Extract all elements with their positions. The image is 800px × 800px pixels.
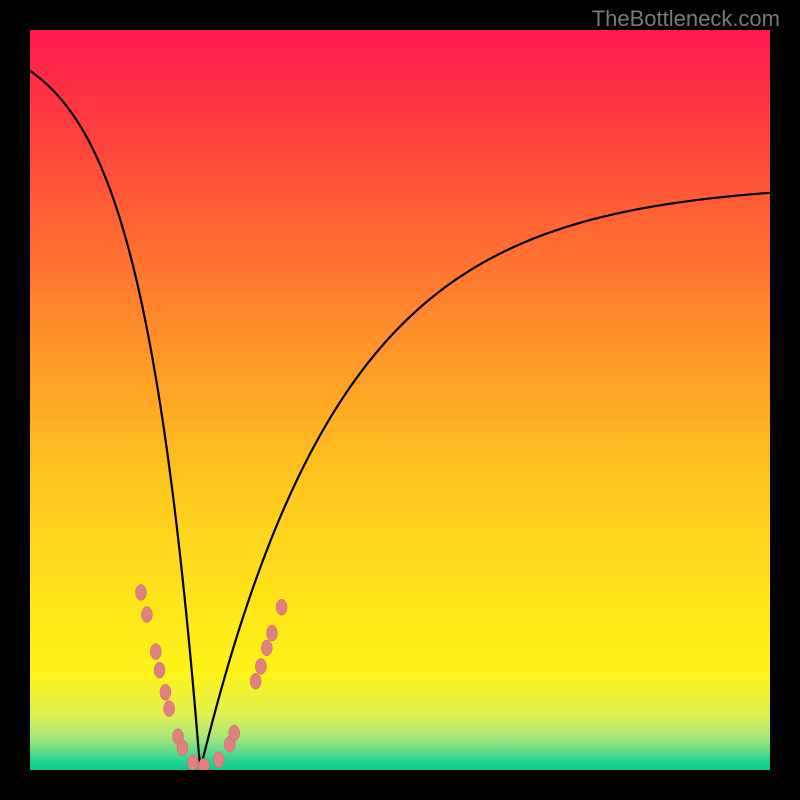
data-marker [136,584,147,600]
data-marker [261,640,272,656]
plot-area [30,30,770,770]
data-marker [255,658,266,674]
data-marker [266,625,277,641]
data-marker [250,673,261,689]
data-marker [229,725,240,741]
gradient-background [30,30,770,770]
data-marker [150,644,161,660]
data-marker [154,662,165,678]
chart-container: TheBottleneck.com [0,0,800,800]
watermark-text: TheBottleneck.com [592,6,780,32]
data-marker [141,607,152,623]
data-marker [177,740,188,756]
data-marker [160,684,171,700]
data-marker [276,599,287,615]
data-marker [213,752,224,768]
data-marker [187,755,198,770]
plot-svg [30,30,770,770]
data-marker [164,701,175,717]
